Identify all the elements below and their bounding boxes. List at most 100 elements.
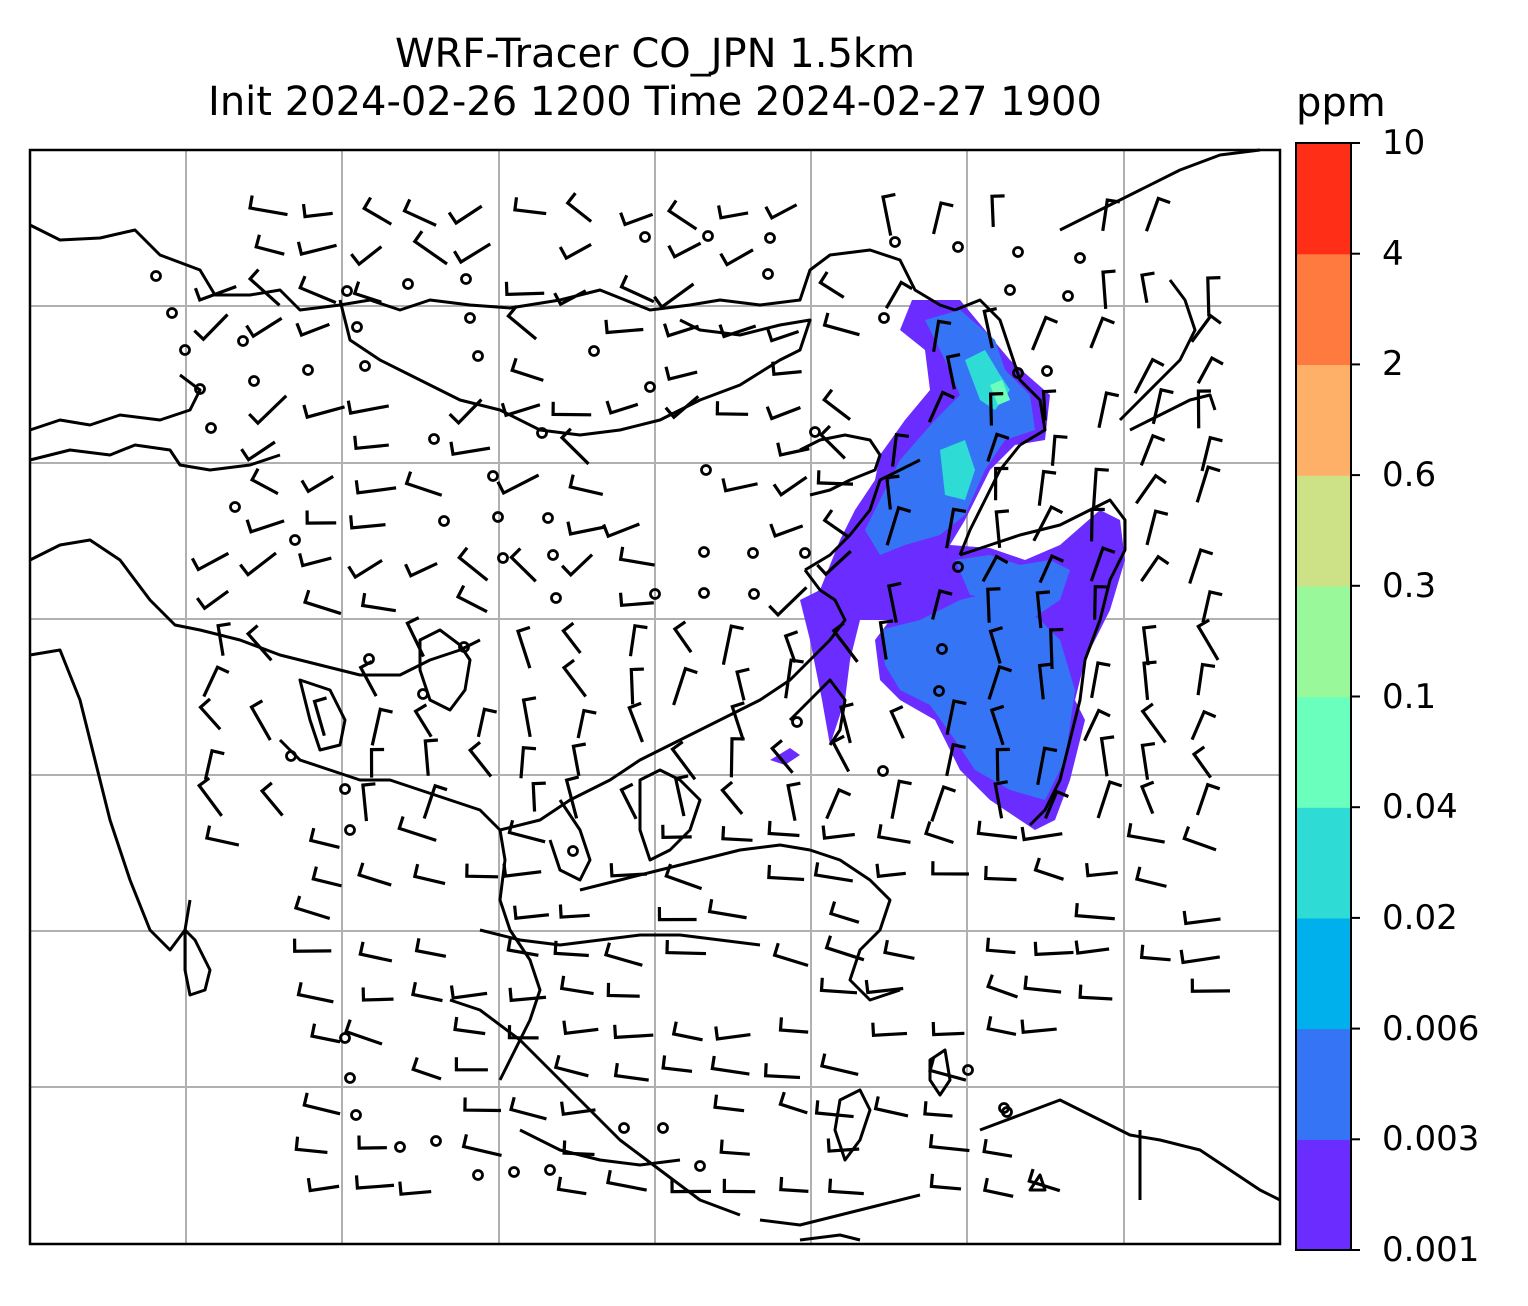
coastline-segment-25	[759, 1193, 921, 1227]
wind-barb-127	[1188, 547, 1214, 585]
plume-region-3	[880, 590, 1075, 800]
title-line-1: WRF-Tracer CO_JPN 1.5km	[394, 31, 916, 77]
wind-barb-295	[1020, 1019, 1057, 1034]
wind-barb-109	[994, 509, 1010, 548]
wind-barb-87	[354, 480, 397, 495]
calm-wind-circle-51	[339, 783, 351, 795]
wind-barb-221	[507, 819, 546, 844]
colorbar-tick-label-2: 0.006	[1382, 1008, 1480, 1049]
calm-wind-circle-74	[998, 1102, 1010, 1114]
wind-barb-68	[927, 390, 955, 423]
calm-wind-circle-0	[150, 270, 162, 282]
wind-barb-19	[412, 230, 448, 266]
wind-barb-299	[613, 1062, 649, 1082]
wind-barb-96	[1037, 469, 1057, 506]
wind-barb-93	[816, 470, 854, 486]
wind-barb-308	[559, 1101, 596, 1117]
wind-barb-265	[985, 937, 1016, 955]
wind-barb-73	[1196, 389, 1212, 429]
wind-barb-227	[923, 820, 954, 845]
wind-barb-123	[981, 554, 1009, 583]
wind-barb-135	[931, 589, 953, 620]
wind-barb-124	[1038, 553, 1065, 584]
wind-barb-98	[1134, 473, 1167, 505]
wind-barb-48	[1031, 315, 1059, 351]
calm-wind-circle-7	[302, 364, 314, 376]
calm-wind-circle-35	[492, 511, 504, 523]
calm-wind-circle-68	[544, 1164, 556, 1176]
wind-barb-11	[881, 192, 896, 236]
wind-barbs	[150, 192, 1231, 1198]
calm-wind-circle-62	[344, 1072, 356, 1084]
coastline-segment-18	[1129, 393, 1217, 432]
wind-barb-245	[1085, 862, 1118, 878]
calm-wind-circle-32	[289, 534, 301, 546]
wind-barb-67	[821, 388, 852, 421]
wind-barb-185	[369, 747, 385, 778]
calm-wind-circle-8	[341, 285, 353, 297]
wind-barb-199	[1191, 745, 1212, 779]
wind-barb-247	[293, 895, 331, 921]
wind-barb-263	[824, 935, 865, 962]
calm-wind-circle-50	[285, 750, 297, 762]
wind-barb-61	[500, 402, 541, 418]
wind-barb-142	[405, 616, 425, 658]
wind-barb-116	[347, 558, 383, 580]
wind-barb-217	[1195, 782, 1221, 816]
wind-barb-172	[476, 707, 498, 738]
wind-barb-132	[618, 592, 654, 608]
calm-wind-circle-22	[762, 268, 774, 280]
calm-wind-circle-44	[748, 588, 760, 600]
wind-barb-9	[717, 205, 749, 220]
wind-barb-168	[249, 699, 272, 741]
wind-barb-321	[982, 1138, 1013, 1158]
wind-barb-54	[945, 353, 961, 390]
wind-barb-219	[308, 827, 340, 850]
wind-barb-86	[300, 475, 334, 494]
wind-barb-56	[1196, 355, 1224, 384]
wind-barb-7	[619, 212, 654, 227]
wind-barb-126	[1140, 554, 1170, 583]
wind-barb-165	[1142, 660, 1157, 701]
wind-barb-34	[1101, 269, 1116, 310]
wind-barb-182	[1140, 702, 1167, 744]
wind-barb-44	[766, 328, 800, 343]
wind-barb-194	[945, 742, 966, 777]
coastlines	[29, 148, 1281, 1242]
plume-region-1	[770, 748, 800, 765]
coastline-segment-34	[298, 678, 347, 752]
wind-barb-276	[606, 982, 640, 998]
coastline-segment-21	[809, 848, 901, 1002]
wind-barb-317	[562, 1140, 595, 1157]
calm-wind-circle-11	[402, 278, 414, 290]
wind-barb-207	[673, 774, 689, 817]
wind-barb-85	[249, 467, 279, 496]
wind-barb-53	[771, 361, 802, 376]
wind-barb-291	[778, 1017, 809, 1034]
wind-barb-294	[986, 1016, 1017, 1036]
wind-barb-71	[1097, 391, 1120, 429]
calm-wind-circle-12	[460, 273, 472, 285]
wind-barb-2	[362, 196, 393, 226]
wind-barb-222	[661, 824, 692, 840]
wind-barb-13	[990, 194, 1005, 227]
wind-barb-24	[193, 285, 237, 303]
wind-barb-15	[1144, 196, 1171, 232]
coastline-segment-7	[278, 738, 542, 1081]
wind-barb-322	[306, 1177, 340, 1193]
wind-barb-157	[561, 658, 587, 698]
wind-barb-112	[1145, 509, 1169, 546]
calm-wind-circle-33	[438, 515, 450, 527]
chart-title: WRF-Tracer CO_JPN 1.5km Init 2024-02-26 …	[30, 30, 1280, 126]
colorbar-tick-label-1: 0.003	[1382, 1119, 1480, 1160]
wind-barb-28	[504, 281, 545, 297]
wind-barb-160	[735, 667, 750, 701]
wind-barb-51	[510, 357, 544, 382]
wind-barb-307	[509, 1096, 547, 1121]
coastline-segment-31	[928, 1048, 952, 1097]
wind-barb-72	[1151, 387, 1174, 425]
wind-barb-6	[565, 192, 593, 223]
wind-barb-283	[310, 1023, 341, 1044]
calm-wind-circle-26	[1074, 252, 1086, 264]
wind-barb-21	[558, 243, 592, 261]
